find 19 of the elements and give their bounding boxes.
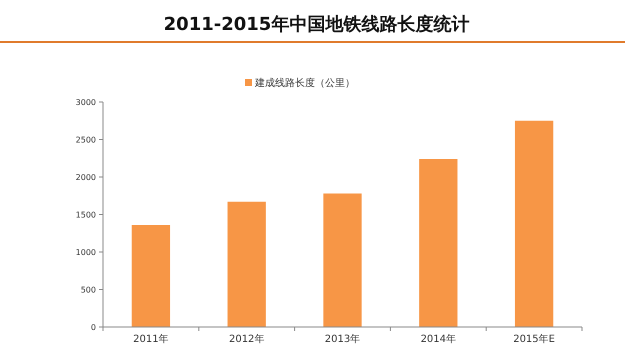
y-tick-label: 2500 — [76, 135, 96, 144]
bar — [419, 159, 458, 327]
y-tick-label: 500 — [80, 285, 96, 294]
y-tick-label: 1500 — [76, 210, 96, 220]
y-tick-label: 3000 — [76, 98, 96, 107]
x-tick-label: 2011年 — [133, 333, 169, 345]
x-tick-label: 2015年E — [513, 333, 555, 345]
y-tick-label: 2000 — [76, 172, 96, 182]
x-tick-label: 2014年 — [420, 333, 456, 345]
bar — [132, 225, 170, 327]
bar — [228, 202, 266, 327]
bar — [323, 194, 362, 327]
chart-title: 2011-2015年中国地铁线路长度统计 — [164, 14, 470, 35]
x-tick-label: 2012年 — [228, 333, 264, 345]
y-tick-label: 0 — [90, 322, 96, 332]
bar — [514, 120, 554, 327]
y-tick-label: 1000 — [76, 248, 96, 257]
legend-label: 建成线路长度（公里） — [254, 77, 355, 89]
x-tick-label: 2013年 — [324, 333, 360, 345]
